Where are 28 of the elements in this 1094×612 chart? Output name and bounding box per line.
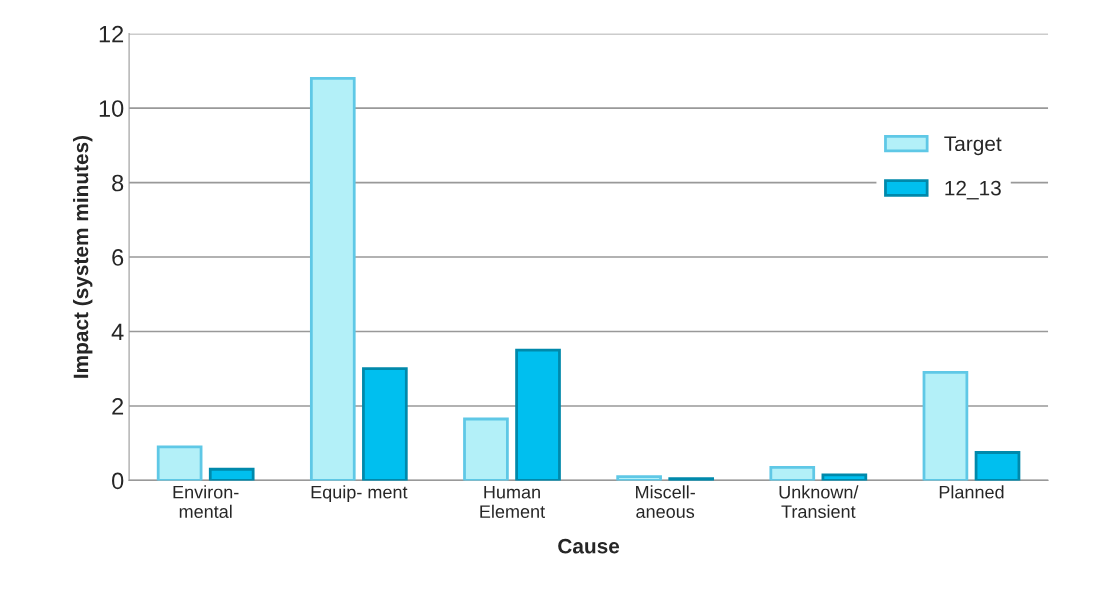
bar xyxy=(616,475,662,481)
y-axis-title: Impact (system minutes) xyxy=(72,135,93,378)
y-tick-label: 10 xyxy=(99,100,124,117)
x-tick-label: Environ- mental xyxy=(173,485,239,518)
bar xyxy=(922,371,969,481)
legend-label: Target xyxy=(944,136,1002,156)
bar xyxy=(821,473,868,481)
bar xyxy=(362,367,408,481)
y-tick-label: 4 xyxy=(111,323,124,341)
y-tick-label: 6 xyxy=(112,249,124,266)
y-tick-label: 0 xyxy=(112,472,124,490)
bar xyxy=(769,466,816,481)
bar xyxy=(309,76,356,481)
bar xyxy=(515,348,561,481)
x-tick-label: Planned xyxy=(939,485,1004,499)
bar xyxy=(974,451,1021,481)
legend-label: 12_13 xyxy=(945,180,1001,200)
y-tick-label: 12 xyxy=(99,25,124,43)
x-tick-label: Miscell- aneous xyxy=(636,485,695,518)
x-tick-label: Unknown/ Transient xyxy=(779,485,859,518)
bar xyxy=(463,417,509,481)
y-tick-label: 2 xyxy=(112,398,124,415)
bar xyxy=(208,467,255,481)
x-tick-label: Equip- ment xyxy=(311,485,408,503)
bar xyxy=(156,445,203,481)
y-tick-label: 8 xyxy=(112,174,124,192)
x-axis-title: Cause xyxy=(558,538,620,554)
x-tick-label: Human Element xyxy=(480,485,545,518)
